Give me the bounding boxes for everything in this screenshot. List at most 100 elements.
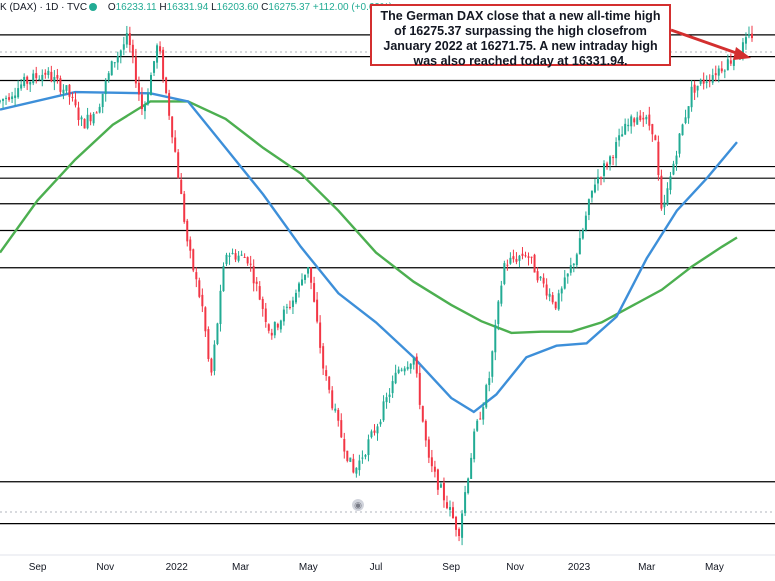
candle-body xyxy=(482,407,485,420)
candle-body xyxy=(666,188,669,205)
candle-body xyxy=(397,369,400,373)
candle-body xyxy=(645,116,648,120)
candle-body xyxy=(62,89,65,94)
candle-body xyxy=(0,100,1,102)
candle-body xyxy=(711,75,714,83)
candle-body xyxy=(195,272,198,280)
candle-body xyxy=(515,258,518,262)
candle-body xyxy=(751,33,753,39)
candle-body xyxy=(741,42,744,57)
ma-green-line xyxy=(0,100,738,335)
candle-body xyxy=(171,116,174,138)
candle-body xyxy=(587,199,590,215)
x-tick-label: Nov xyxy=(96,562,114,573)
candle-body xyxy=(328,376,331,390)
candle-body xyxy=(249,263,252,265)
candle-body xyxy=(56,75,59,79)
candle-body xyxy=(654,135,657,141)
candle-body xyxy=(708,80,711,82)
candle-body xyxy=(301,279,304,286)
candle-body xyxy=(599,177,602,179)
candle-body xyxy=(545,284,548,296)
candle-body xyxy=(388,394,391,397)
candle-body xyxy=(282,309,285,322)
candle-body xyxy=(5,97,8,99)
candle-body xyxy=(648,114,651,126)
candle-body xyxy=(146,93,149,105)
candle-body xyxy=(104,80,107,95)
candle-body xyxy=(319,322,322,348)
high-value: 16331.94 xyxy=(166,2,209,13)
candle-body xyxy=(563,277,566,289)
candle-body xyxy=(20,84,23,89)
candle-body xyxy=(427,439,430,458)
candle-body xyxy=(313,283,316,302)
candle-body xyxy=(98,106,101,113)
candle-body xyxy=(633,118,636,123)
candle-body xyxy=(134,56,137,84)
candle-body xyxy=(288,306,291,308)
candle-body xyxy=(44,72,47,75)
candle-body xyxy=(32,73,35,84)
candle-body xyxy=(273,322,276,336)
x-tick-label: Mar xyxy=(638,562,656,573)
candle-body xyxy=(83,118,86,129)
candle-body xyxy=(131,44,134,57)
candle-body xyxy=(294,292,297,303)
candle-body xyxy=(642,117,645,120)
candle-body xyxy=(723,70,726,72)
candle-body xyxy=(128,33,131,46)
candle-body xyxy=(596,176,599,184)
candle-body xyxy=(554,301,557,309)
open-value: 16233.11 xyxy=(115,2,157,13)
candle-body xyxy=(461,513,464,538)
candle-body xyxy=(204,307,207,332)
candle-body xyxy=(177,152,180,179)
candle-body xyxy=(509,257,512,264)
annotation-arrowhead xyxy=(733,47,751,60)
candle-body xyxy=(59,78,62,92)
candle-body xyxy=(385,397,388,403)
candle-body xyxy=(213,344,216,371)
candle-body xyxy=(358,460,361,471)
candle-body xyxy=(409,363,412,369)
candle-body xyxy=(439,484,442,488)
annotation-text: The German DAX close that a new all-time… xyxy=(380,9,661,68)
candle-body xyxy=(491,351,494,377)
ma-blue-line xyxy=(0,90,738,414)
candle-body xyxy=(497,301,500,325)
candle-body xyxy=(11,96,14,100)
candle-body xyxy=(672,163,675,175)
candle-body xyxy=(279,320,282,330)
candle-body xyxy=(71,96,74,98)
candle-body xyxy=(246,257,249,264)
candle-body xyxy=(210,358,213,373)
candle-body xyxy=(560,288,563,294)
candle-body xyxy=(122,44,125,50)
candle-body xyxy=(663,202,666,208)
candle-body xyxy=(678,133,681,154)
candle-body xyxy=(566,273,569,277)
candle-body xyxy=(304,274,307,280)
candle-body xyxy=(291,300,294,307)
candle-body xyxy=(699,79,702,84)
close-value: 16275.37 xyxy=(268,2,311,13)
candle-body xyxy=(334,408,337,411)
candle-body xyxy=(575,254,578,266)
candle-body xyxy=(657,141,660,176)
candle-body xyxy=(464,492,467,514)
candle-body xyxy=(186,220,189,242)
candle-body xyxy=(207,329,210,359)
candle-body xyxy=(189,239,192,251)
candle-body xyxy=(92,113,95,124)
candle-body xyxy=(693,84,696,93)
chart-header: K (DAX) · 1D · TVC O16233.11 H16331.94 L… xyxy=(0,2,392,13)
eye-icon[interactable]: ◉ xyxy=(352,499,364,511)
candle-body xyxy=(346,450,349,461)
candle-body xyxy=(412,358,415,365)
candle-body xyxy=(86,114,89,129)
candle-body xyxy=(569,265,572,273)
candle-body xyxy=(455,516,458,530)
